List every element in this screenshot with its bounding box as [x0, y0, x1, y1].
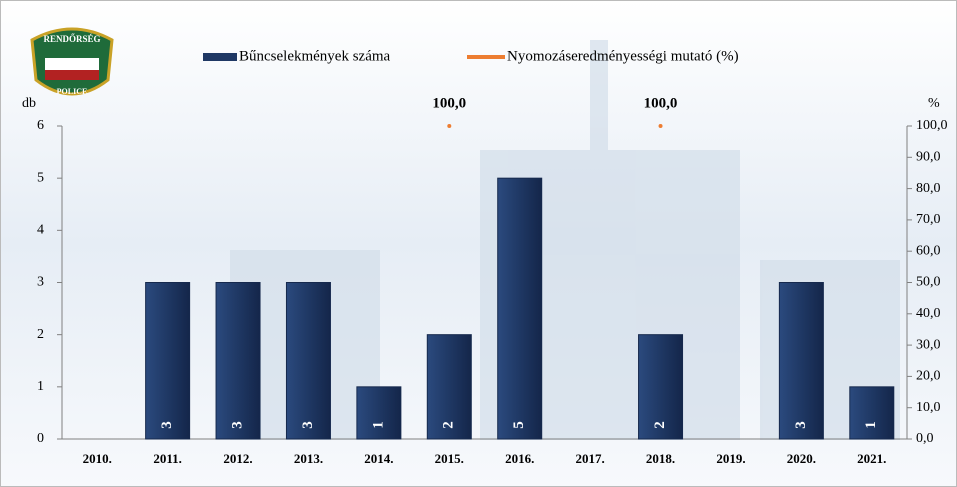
x-tick-label: 2017. — [576, 451, 605, 466]
line-point — [658, 124, 663, 128]
legend-label: Nyomozáseredményességi mutató (%) — [507, 48, 739, 64]
y-tick-label: 2 — [37, 327, 44, 342]
x-tick-label: 2011. — [153, 451, 182, 466]
y2-tick-label: 80,0 — [916, 181, 941, 196]
x-tick-label: 2013. — [294, 451, 323, 466]
bar-value-label: 5 — [511, 421, 527, 429]
y-tick-label: 1 — [37, 379, 44, 394]
logo-text: RENDŐRSÉG — [43, 34, 100, 44]
x-tick-label: 2012. — [223, 451, 252, 466]
y2-tick-label: 70,0 — [916, 212, 941, 227]
y2-tick-label: 10,0 — [916, 400, 941, 415]
legend-label: Bűncselekmények száma — [239, 48, 391, 64]
y-tick-label: 4 — [37, 223, 44, 238]
bar-value-label: 3 — [300, 421, 316, 429]
bar — [215, 282, 261, 440]
y-tick-label: 0 — [37, 431, 44, 446]
bar-value-label: 2 — [652, 421, 668, 429]
bar-value-label: 3 — [229, 421, 245, 429]
x-tick-label: 2015. — [435, 451, 464, 466]
x-tick-label: 2016. — [505, 451, 534, 466]
bar — [426, 334, 472, 440]
y2-tick-label: 20,0 — [916, 369, 941, 384]
bar — [356, 386, 402, 440]
line-point — [447, 124, 452, 128]
y2-tick-label: 60,0 — [916, 243, 941, 258]
y2-tick-label: 0,0 — [916, 431, 934, 446]
bar-value-label: 1 — [863, 421, 879, 429]
line-value-label: 100,0 — [432, 95, 466, 111]
bar — [285, 282, 331, 440]
logo: RENDŐRSÉG POLICE — [30, 27, 114, 96]
bar — [145, 282, 191, 440]
y-tick-label: 5 — [37, 170, 44, 185]
legend-swatch — [203, 53, 237, 61]
y2-tick-label: 40,0 — [916, 306, 941, 321]
x-tick-label: 2010. — [83, 451, 112, 466]
line-value-label: 100,0 — [644, 95, 678, 111]
y-axis-label: db — [22, 96, 36, 111]
x-tick-label: 2020. — [787, 451, 816, 466]
logo-text: POLICE — [57, 87, 88, 96]
x-tick-label: 2018. — [646, 451, 675, 466]
y-tick-label: 6 — [37, 118, 44, 133]
bar — [849, 386, 895, 440]
x-tick-label: 2021. — [857, 451, 886, 466]
y2-axis-label: % — [928, 96, 940, 111]
x-tick-label: 2019. — [716, 451, 745, 466]
y-tick-label: 3 — [37, 275, 44, 290]
y2-tick-label: 90,0 — [916, 150, 941, 165]
bar — [638, 334, 684, 440]
bar-value-label: 3 — [793, 421, 809, 429]
bar — [778, 282, 824, 440]
bar — [497, 177, 543, 440]
y2-tick-label: 50,0 — [916, 275, 941, 290]
x-tick-label: 2014. — [364, 451, 393, 466]
bar-value-label: 3 — [159, 421, 175, 429]
bar-value-label: 2 — [441, 421, 457, 429]
y2-tick-label: 30,0 — [916, 337, 941, 352]
bar-value-label: 1 — [370, 421, 386, 429]
y2-tick-label: 100,0 — [916, 118, 948, 133]
